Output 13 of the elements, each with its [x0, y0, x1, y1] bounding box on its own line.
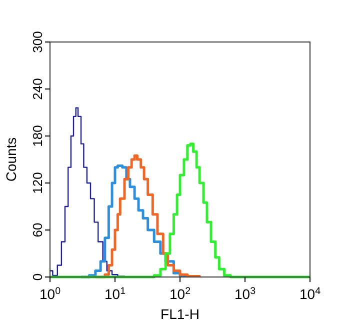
x-tick-label: 10$^{0}$	[39, 286, 62, 302]
y-tick-label: 120	[30, 172, 45, 194]
y-axis-title: Counts	[3, 137, 19, 182]
y-tick-label: 0	[30, 273, 45, 281]
y-tick-label: 300	[30, 31, 45, 53]
y-tick-label: 60	[30, 222, 45, 238]
x-tick-label: 10$^{1}$	[104, 286, 126, 302]
y-tick-label: 240	[30, 78, 45, 100]
x-axis-title: FL1-H	[160, 306, 200, 322]
y-tick-label: 180	[30, 125, 45, 147]
x-tick-label: 10$^{4}$	[299, 286, 322, 302]
x-tick-label: 10$^{3}$	[234, 286, 256, 302]
x-tick-label: 10$^{2}$	[169, 286, 191, 302]
